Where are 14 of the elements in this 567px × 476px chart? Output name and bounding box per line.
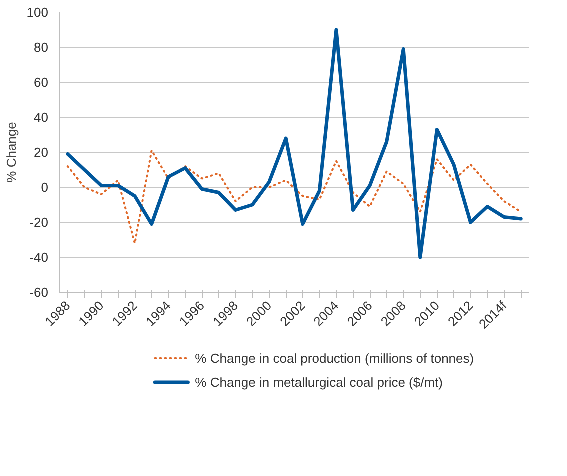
y-tick-label: 60 <box>34 75 49 90</box>
y-tick-label: 20 <box>34 145 49 160</box>
y-tick-label: -20 <box>30 215 49 230</box>
y-tick-label: 100 <box>26 5 49 20</box>
line-series <box>66 28 523 260</box>
y-tick-label: -60 <box>30 285 49 300</box>
line-series <box>66 150 522 244</box>
y-tick-label: 0 <box>41 180 49 195</box>
y-tick-label: 40 <box>34 110 49 125</box>
y-tick-label: 80 <box>34 40 49 55</box>
legend-label: % Change in metallurgical coal price ($/mt) <box>195 375 443 390</box>
legend-label: % Change in coal production (millions of tonnes) <box>195 351 474 366</box>
y-tick-label: -40 <box>30 250 49 265</box>
y-axis-title: % Change <box>4 122 19 183</box>
